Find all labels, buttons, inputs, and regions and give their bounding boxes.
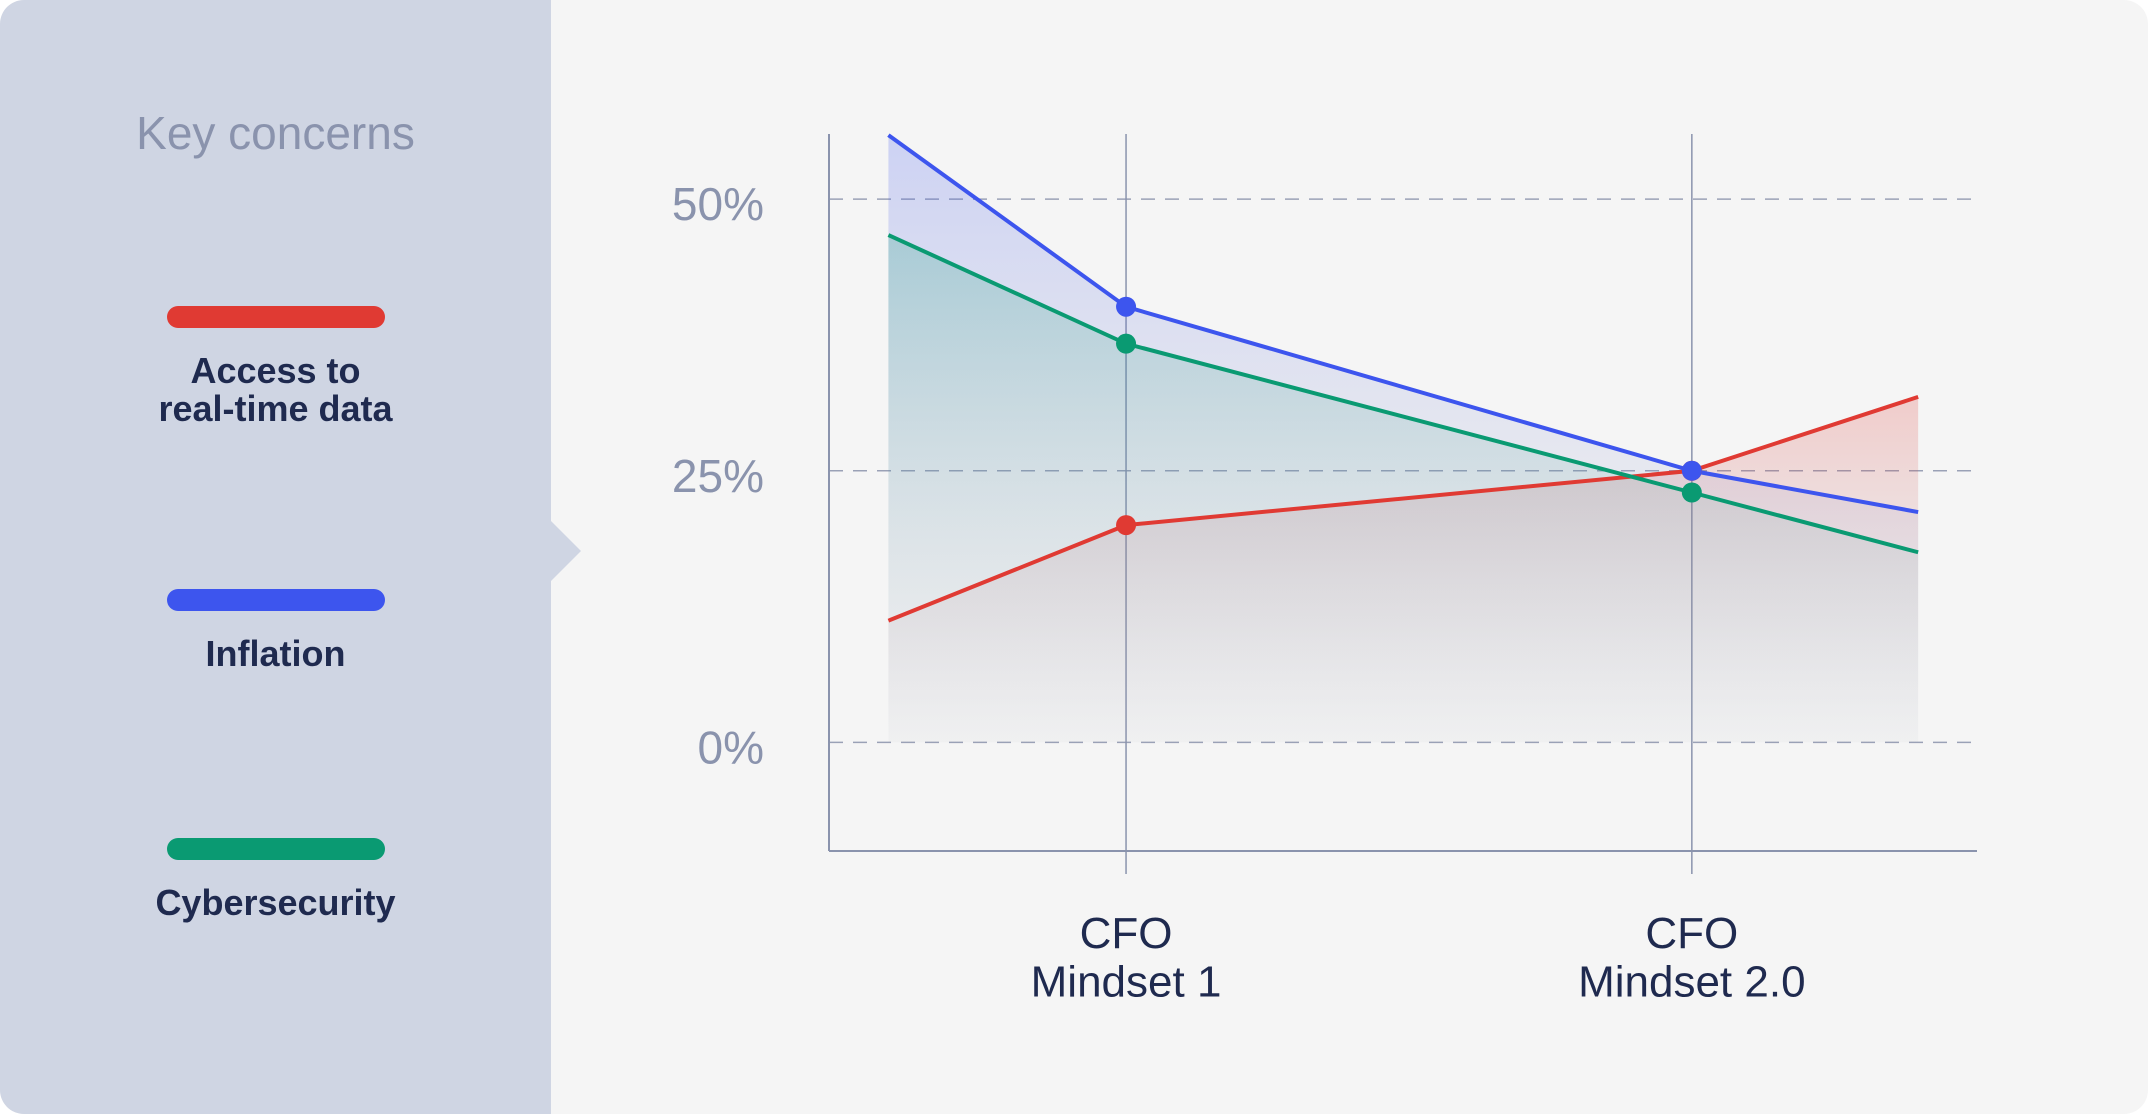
legend-label: Access to real-time data: [158, 350, 393, 429]
legend-swatch: [166, 589, 385, 611]
legend-panel: Key concerns Access to real-time data Inf…: [0, 0, 551, 1114]
y-tick-label: 0%: [698, 721, 764, 773]
notch: [551, 521, 581, 581]
legend-title: Key concerns: [136, 107, 415, 159]
point: [1116, 333, 1137, 354]
point: [1116, 515, 1137, 536]
area: [888, 235, 1919, 743]
point: [1681, 482, 1702, 503]
legend-swatch: [166, 838, 385, 860]
x-tick-label: CFO Mindset 2.0: [1578, 909, 1805, 1006]
point: [1116, 296, 1137, 317]
legend-item: Access to real-time data: [0, 306, 551, 428]
legend-item: Cybersecurity: [0, 838, 551, 922]
point: [1681, 460, 1702, 481]
line: [887, 394, 1919, 623]
y-tick-label: 25%: [672, 450, 764, 502]
line: [887, 133, 1919, 515]
legend-item: Inflation: [0, 589, 551, 673]
legend-label: Cybersecurity: [155, 882, 396, 923]
x-tick-label: CFO Mindset 1: [1031, 909, 1222, 1006]
legend-swatch: [166, 306, 385, 328]
y-tick-label: 50%: [672, 178, 764, 230]
line: [887, 233, 1919, 555]
legend-label: Inflation: [205, 633, 346, 674]
